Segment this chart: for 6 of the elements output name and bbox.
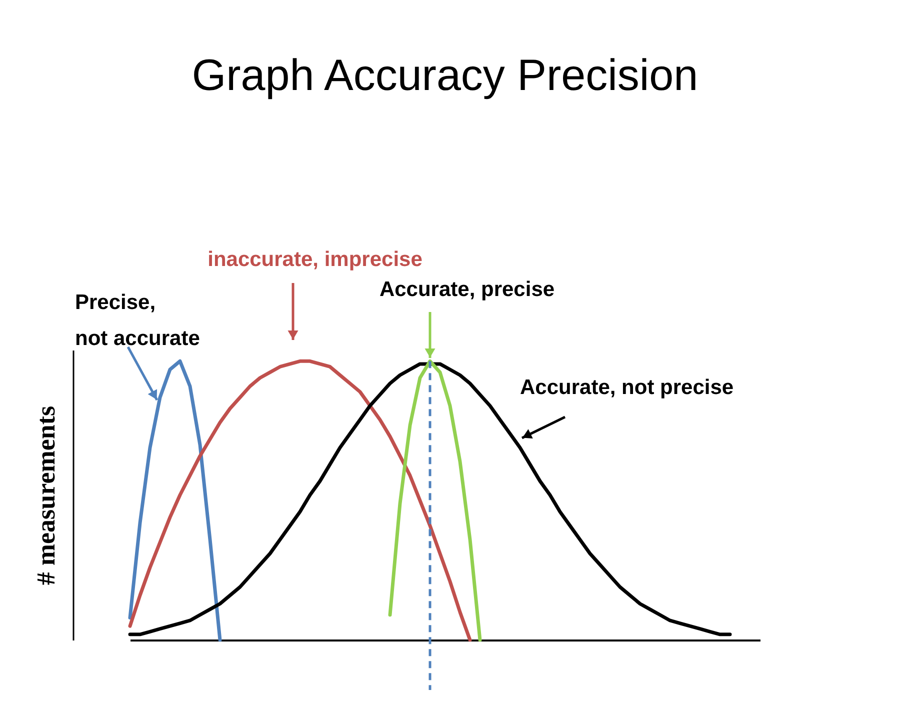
text: Precise, not accurate <box>75 291 200 350</box>
text: Accurate, precise <box>379 278 555 301</box>
y-axis-title: # measurements <box>32 406 60 586</box>
annotation: Accurate, not precise <box>520 376 734 399</box>
chart-title: Graph Accuracy Precision <box>192 51 698 100</box>
text: inaccurate, imprecise <box>208 248 422 271</box>
